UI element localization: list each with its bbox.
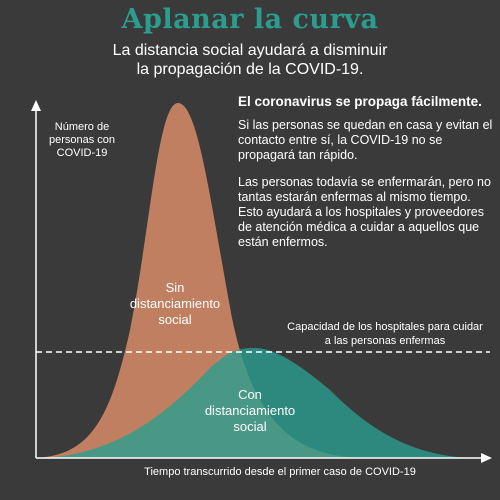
y-axis-label-line-3: COVID-19	[56, 147, 108, 159]
label-without-line-1: Sin	[165, 280, 185, 295]
subtitle-line-1: La distancia social ayudará a disminuir	[112, 42, 388, 59]
capacity-label-line-2: a las personas enfermas	[324, 335, 446, 347]
page-title: Aplanar la curva	[121, 4, 379, 35]
label-without-distancing: Sin distanciamiento social	[120, 280, 230, 328]
capacity-label-line-1: Capacidad de los hospitales para cuidar	[287, 321, 483, 333]
x-axis-label: Tiempo transcurrido desde el primer caso…	[144, 466, 416, 478]
x-axis-arrow	[481, 453, 492, 463]
info-heading: El coronavirus se propaga fácilmente.	[238, 94, 482, 109]
y-axis-label: Número de personas con COVID-19	[42, 121, 122, 160]
label-with-line-3: social	[233, 419, 267, 434]
subtitle: La distancia social ayudará a disminuir …	[0, 41, 500, 79]
label-without-line-3: social	[158, 312, 192, 327]
info-panel: El coronavirus se propaga fácilmente. Si…	[238, 94, 493, 262]
info-paragraph-2: Las personas todavía se enfermarán, pero…	[238, 175, 491, 249]
y-axis-arrow	[31, 100, 41, 111]
y-axis-label-line-1: Número de	[54, 121, 110, 133]
label-with-distancing: Con distanciamiento social	[190, 387, 310, 435]
info-paragraph-1: Si las personas se quedan en casa y evit…	[238, 118, 493, 162]
capacity-label: Capacidad de los hospitales para cuidar …	[270, 320, 500, 348]
y-axis-label-line-2: personas con	[48, 134, 116, 146]
curve-without-distancing	[36, 103, 360, 458]
label-with-line-1: Con	[238, 387, 262, 402]
curve-with-distancing	[40, 348, 470, 458]
subtitle-line-2: la propagación de la COVID-19.	[136, 61, 364, 78]
label-without-line-2: distanciamiento	[129, 296, 221, 311]
label-with-line-2: distanciamiento	[204, 403, 296, 418]
